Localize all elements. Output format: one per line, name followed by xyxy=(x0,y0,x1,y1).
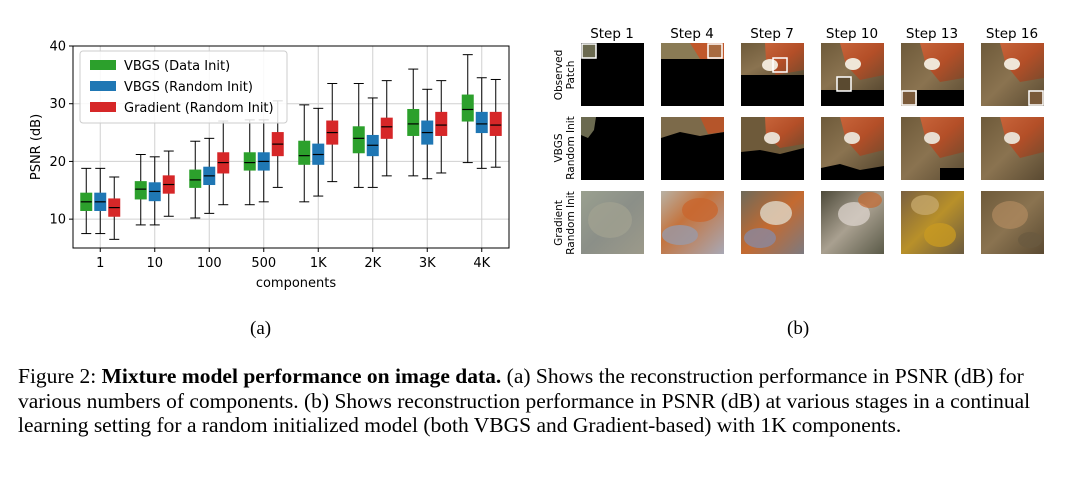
box xyxy=(352,126,365,154)
figure-caption: Figure 2: Mixture model performance on i… xyxy=(18,364,1058,438)
legend-swatch xyxy=(90,60,116,70)
vbgs-reconstruction-step-7 xyxy=(741,117,804,180)
observed-patch-step-1 xyxy=(581,43,644,106)
x-tick-label: 10 xyxy=(146,256,163,271)
legend-swatch xyxy=(90,102,116,112)
row-label-observed-patch: Observed Patch xyxy=(553,50,577,101)
observed-patch-step-10 xyxy=(821,43,884,106)
svg-text:Gradient: Gradient xyxy=(553,200,565,246)
vbgs-reconstruction-step-4 xyxy=(661,117,724,180)
svg-text:Random Init: Random Init xyxy=(565,191,577,255)
x-tick-label: 1K xyxy=(310,256,327,271)
legend-swatch xyxy=(90,81,116,91)
box xyxy=(380,117,393,139)
box xyxy=(298,140,311,165)
gradient-reconstruction-step-4 xyxy=(661,191,724,254)
observed-patch-step-4 xyxy=(661,43,724,106)
observed-patch-step-16 xyxy=(981,43,1044,106)
subfigure-b-label: (b) xyxy=(787,318,810,339)
legend-label: VBGS (Random Init) xyxy=(124,80,253,95)
gradient-reconstruction-step-10 xyxy=(821,191,884,254)
observed-patch-step-7 xyxy=(741,43,804,106)
y-axis-label: PSNR (dB) xyxy=(29,114,44,180)
box xyxy=(407,108,420,136)
observed-patch-step-13 xyxy=(901,43,964,106)
vbgs-reconstruction-step-16 xyxy=(981,117,1044,180)
step-label: Step 16 xyxy=(986,26,1038,42)
step-label: Step 1 xyxy=(590,26,634,42)
box xyxy=(243,152,256,171)
box xyxy=(461,94,474,122)
svg-text:Random Init: Random Init xyxy=(565,116,577,180)
step-label: Step 10 xyxy=(826,26,878,42)
x-tick-label: 3K xyxy=(419,256,436,271)
x-axis-label: components xyxy=(256,276,337,291)
step-label: Step 7 xyxy=(750,26,794,42)
vbgs-reconstruction-step-10 xyxy=(821,117,884,180)
svg-text:Observed: Observed xyxy=(553,50,565,101)
legend-box xyxy=(79,50,288,124)
x-tick-label: 4K xyxy=(473,256,490,271)
subfigure-a-label: (a) xyxy=(250,318,272,339)
vbgs-reconstruction-step-13 xyxy=(901,117,964,180)
vbgs-reconstruction-step-1 xyxy=(581,117,644,180)
box xyxy=(189,169,202,188)
box xyxy=(435,111,448,136)
x-tick-label: 100 xyxy=(197,256,222,271)
plot-frame xyxy=(72,45,510,249)
y-tick-label: 20 xyxy=(49,155,66,170)
caption-text: (a) Shows the reconstruction performance… xyxy=(18,364,1031,437)
row-label-gradient: Gradient Random Init xyxy=(553,191,577,255)
gradient-reconstruction-step-7 xyxy=(741,191,804,254)
step-label: Step 13 xyxy=(906,26,958,42)
svg-text:Patch: Patch xyxy=(565,61,577,90)
box xyxy=(475,111,488,134)
row-label-vbgs: VBGS Random Init xyxy=(553,116,577,180)
caption-bold: Mixture model performance on image data. xyxy=(101,364,502,388)
y-tick-label: 40 xyxy=(49,40,66,55)
gradient-reconstruction-step-1 xyxy=(581,191,644,254)
psnr-boxplot: 10 20 30 40 1 10 100 500 1K 2K 3K 4K components PSNR … xyxy=(29,40,510,291)
x-tick-label: 1 xyxy=(96,256,104,271)
box xyxy=(489,111,502,136)
gradient-reconstruction-step-13 xyxy=(901,191,964,254)
y-tick-label: 10 xyxy=(49,213,66,228)
continual-learning-image-grid: Step 1 Step 4 Step 7 Step 10 Step 13 Ste… xyxy=(553,26,1044,255)
caption-prefix: Figure 2: xyxy=(18,364,97,388)
y-tick-label: 30 xyxy=(49,97,66,112)
box xyxy=(134,181,147,200)
x-tick-label: 2K xyxy=(364,256,381,271)
step-label: Step 4 xyxy=(670,26,714,42)
legend-label: VBGS (Data Init) xyxy=(124,59,230,74)
gradient-reconstruction-step-16 xyxy=(981,191,1044,254)
x-tick-label: 500 xyxy=(251,256,276,271)
svg-text:VBGS: VBGS xyxy=(553,133,565,162)
legend-label: Gradient (Random Init) xyxy=(124,101,274,116)
